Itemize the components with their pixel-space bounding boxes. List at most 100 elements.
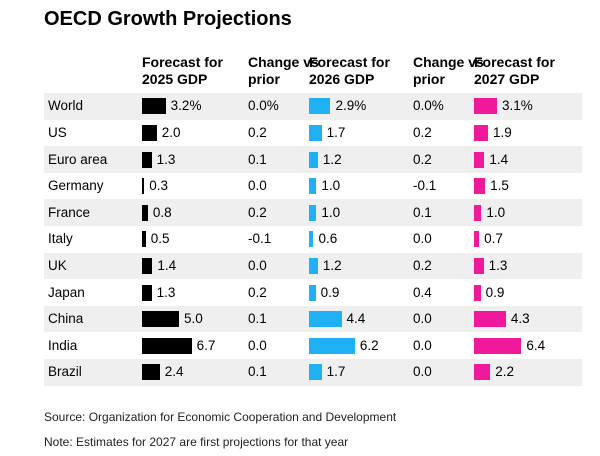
value-bar — [474, 231, 480, 248]
value-bar — [474, 98, 497, 115]
column-header: Forecast for 2026 GDP — [309, 54, 390, 87]
value-label: 3.2% — [170, 98, 202, 114]
column-header: Forecast for 2027 GDP — [474, 54, 555, 87]
value-label: 1.0 — [321, 178, 341, 194]
value-label: 5.0 — [184, 311, 203, 327]
change-value: 0.1 — [248, 311, 267, 327]
value-label: 1.3 — [156, 151, 176, 167]
region-name: India — [48, 337, 78, 353]
change-value: 0.1 — [413, 204, 432, 220]
region-name: Euro area — [48, 151, 108, 167]
value-bar — [474, 178, 486, 195]
value-bar — [309, 98, 331, 115]
value-label: 3.1% — [501, 98, 533, 114]
value-bar — [474, 364, 491, 381]
source: Source: Organization for Economic Cooper… — [44, 410, 397, 424]
value-bar — [474, 337, 522, 354]
value-bar — [309, 337, 355, 354]
value-label: 1.9 — [493, 124, 512, 140]
value-label: 1.4 — [157, 257, 177, 273]
value-label: 1.0 — [321, 204, 341, 220]
value-bar — [142, 151, 152, 168]
value-bar — [474, 204, 482, 221]
value-bar — [142, 257, 153, 274]
value-bar — [142, 124, 157, 141]
region-name: Japan — [48, 284, 85, 300]
column-header: Change vs prior — [248, 54, 319, 87]
value-bar — [309, 204, 317, 221]
change-value: 0.0 — [248, 257, 267, 273]
value-bar — [309, 257, 318, 274]
change-value: 0.2 — [248, 124, 267, 140]
value-label: 6.4 — [526, 337, 546, 353]
change-value: 0.0 — [413, 311, 432, 327]
value-label: 1.5 — [490, 178, 509, 194]
value-label: 1.3 — [488, 257, 508, 273]
value-label: 0.8 — [152, 204, 172, 220]
change-value: 0.2 — [413, 151, 432, 167]
column-header: Change vs prior — [413, 54, 484, 87]
value-label: 4.3 — [510, 311, 530, 327]
value-label: 0.3 — [149, 178, 168, 194]
value-label: 1.7 — [326, 364, 346, 380]
change-value: 0.2 — [248, 204, 267, 220]
column-header: Forecast for 2025 GDP — [142, 54, 223, 87]
value-bar — [474, 257, 484, 274]
region-name: Germany — [48, 178, 104, 194]
value-bar — [309, 311, 342, 328]
change-value: -0.1 — [248, 231, 272, 247]
value-label: 1.0 — [486, 204, 506, 220]
value-bar — [142, 231, 146, 248]
value-bar — [474, 124, 489, 141]
change-value: 0.0 — [248, 178, 267, 194]
change-value: -0.1 — [413, 178, 437, 194]
change-value: 0.2 — [413, 257, 432, 273]
value-label: 2.9% — [335, 98, 367, 114]
value-bar — [474, 284, 481, 301]
value-bar — [142, 337, 192, 354]
value-bar — [142, 178, 145, 195]
change-value: 0.2 — [248, 284, 267, 300]
value-bar — [309, 284, 316, 301]
value-bar — [309, 178, 317, 195]
note: Note: Estimates for 2027 are first proje… — [44, 435, 349, 449]
change-value: 0.0 — [413, 364, 432, 380]
value-bar — [309, 151, 318, 168]
region-name: UK — [48, 257, 67, 273]
value-label: 0.9 — [320, 284, 340, 300]
value-label: 2.2 — [495, 364, 515, 380]
region-name: France — [48, 204, 91, 220]
value-label: 2.0 — [161, 124, 181, 140]
value-label: 1.2 — [322, 257, 342, 273]
value-label: 6.2 — [359, 337, 379, 353]
value-bar — [474, 151, 485, 168]
value-label: 6.7 — [196, 337, 216, 353]
title: OECD Growth Projections — [44, 8, 292, 30]
value-bar — [474, 311, 506, 328]
value-label: 1.2 — [322, 151, 342, 167]
value-label: 0.9 — [485, 284, 505, 300]
value-label: 4.4 — [346, 311, 366, 327]
value-bar — [309, 124, 322, 141]
change-value: 0.0 — [413, 337, 432, 353]
region-name: World — [48, 98, 84, 114]
value-bar — [309, 231, 314, 248]
region-name: Brazil — [48, 364, 82, 380]
value-label: 1.3 — [156, 284, 176, 300]
value-label: 2.4 — [164, 364, 184, 380]
change-value: 0.1 — [248, 151, 267, 167]
value-bar — [142, 284, 152, 301]
value-label: 0.7 — [484, 231, 503, 247]
value-bar — [142, 364, 160, 381]
region-name: US — [48, 124, 67, 140]
change-value: 0.0 — [413, 231, 432, 247]
change-value: 0.0% — [248, 98, 279, 114]
region-name: Italy — [48, 231, 73, 247]
value-label: 1.4 — [489, 151, 509, 167]
value-label: 0.6 — [318, 231, 338, 247]
value-label: 1.7 — [326, 124, 346, 140]
value-bar — [142, 311, 179, 328]
change-value: 0.2 — [413, 124, 432, 140]
region-name: China — [48, 311, 84, 327]
